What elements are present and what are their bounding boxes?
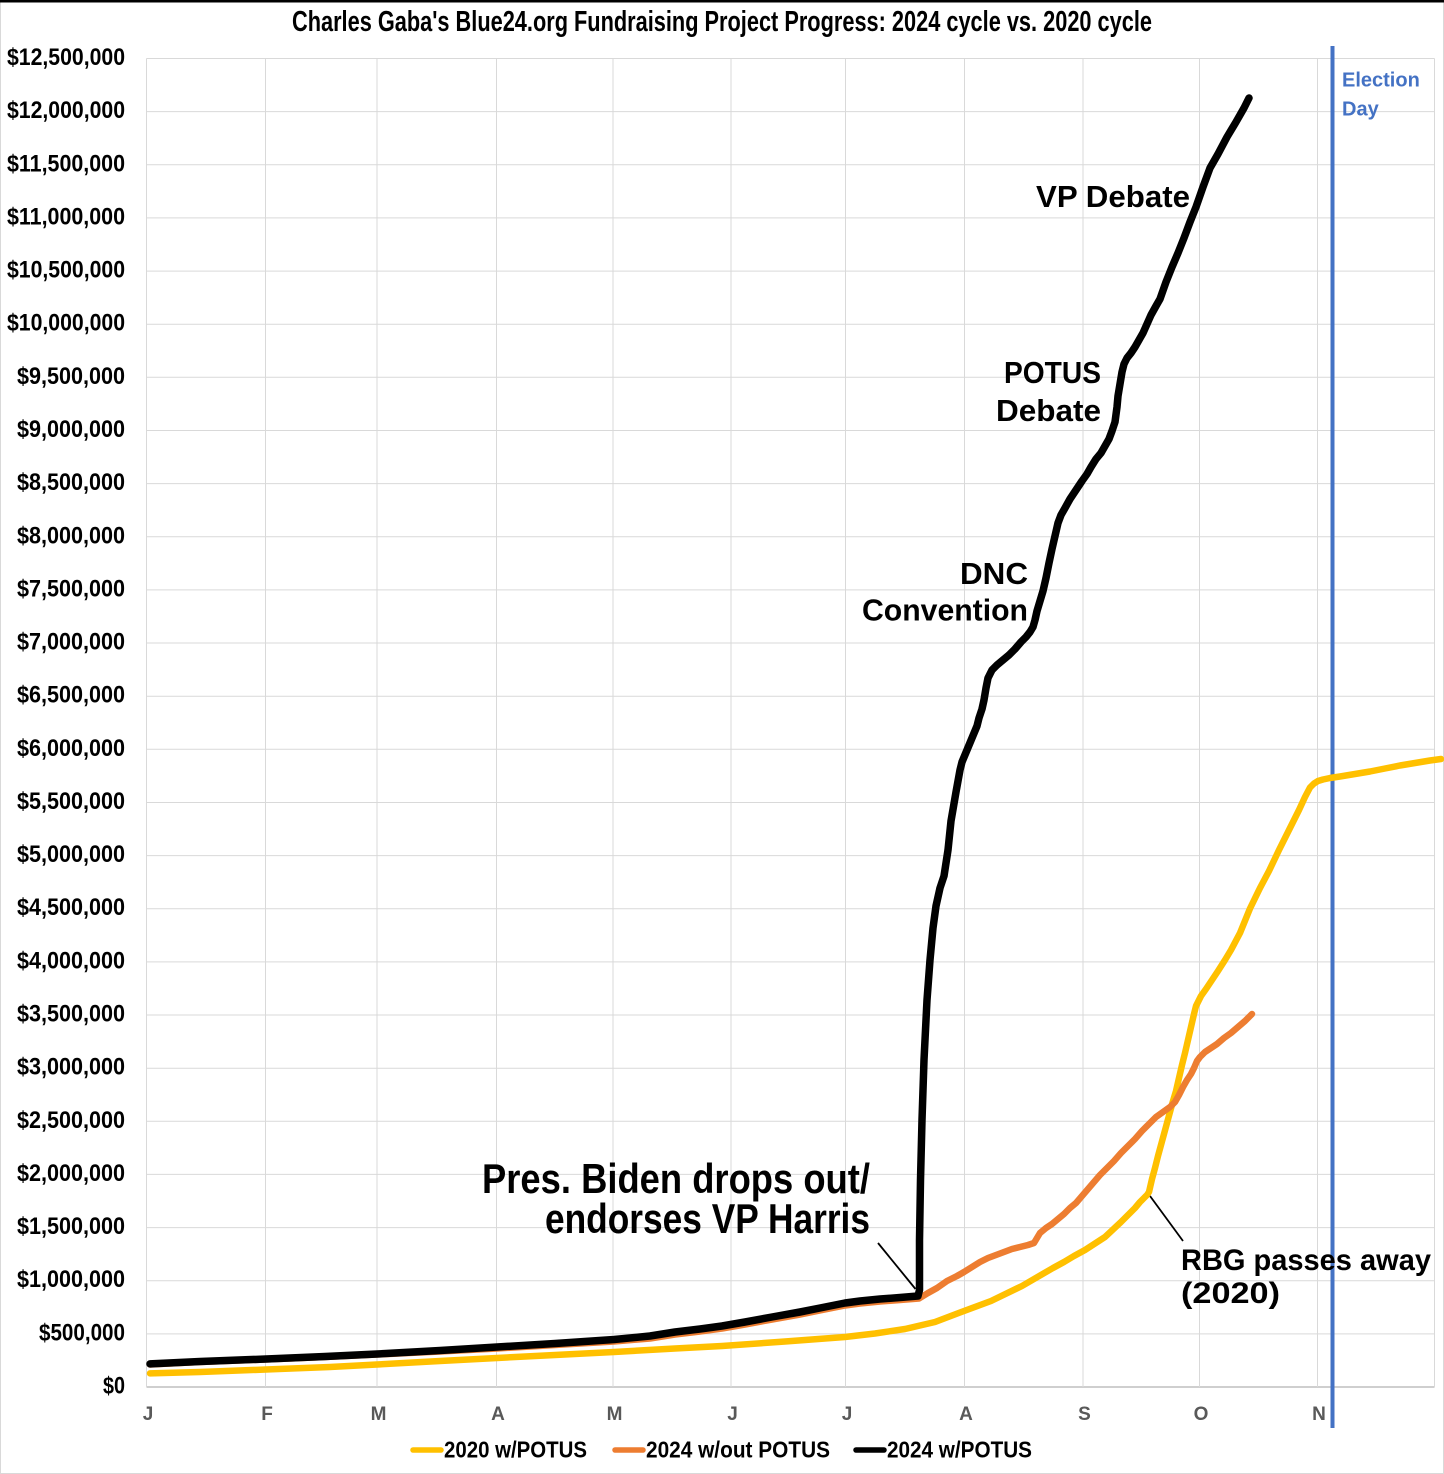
svg-text:$7,500,000: $7,500,000 [17,575,125,602]
svg-text:$4,500,000: $4,500,000 [17,894,125,921]
svg-text:$10,500,000: $10,500,000 [7,257,125,284]
svg-text:$9,500,000: $9,500,000 [17,363,125,390]
svg-text:$3,500,000: $3,500,000 [17,1001,125,1028]
svg-text:$1,500,000: $1,500,000 [17,1213,125,1240]
svg-text:J: J [842,1404,853,1425]
svg-text:A: A [491,1404,505,1425]
svg-text:2024 w/out POTUS: 2024 w/out POTUS [646,1437,830,1463]
svg-text:$5,500,000: $5,500,000 [17,788,125,815]
svg-text:POTUS: POTUS [1004,355,1101,390]
svg-text:$10,000,000: $10,000,000 [7,310,125,337]
svg-text:Day: Day [1342,99,1380,121]
svg-text:J: J [143,1404,154,1425]
svg-text:$7,000,000: $7,000,000 [17,629,125,656]
svg-text:Debate: Debate [996,393,1101,428]
svg-text:$4,000,000: $4,000,000 [17,947,125,974]
svg-text:S: S [1078,1404,1091,1425]
svg-text:$3,000,000: $3,000,000 [17,1054,125,1081]
svg-text:$5,000,000: $5,000,000 [17,841,125,868]
svg-text:N: N [1312,1404,1326,1425]
svg-text:$6,500,000: $6,500,000 [17,682,125,709]
svg-text:Charles Gaba's Blue24.org Fund: Charles Gaba's Blue24.org Fundraising Pr… [292,6,1152,38]
svg-text:$8,000,000: $8,000,000 [17,522,125,549]
svg-text:RBG passes away: RBG passes away [1181,1244,1431,1277]
svg-text:M: M [607,1404,623,1425]
svg-text:Convention: Convention [862,593,1028,628]
svg-text:$12,000,000: $12,000,000 [7,97,125,124]
svg-text:Election: Election [1342,70,1420,92]
svg-text:VP Debate: VP Debate [1036,179,1190,214]
svg-text:$500,000: $500,000 [39,1319,125,1346]
svg-text:$0: $0 [103,1373,125,1400]
svg-text:endorses VP Harris: endorses VP Harris [545,1195,870,1242]
svg-text:A: A [959,1404,973,1425]
svg-text:Pres. Biden drops out/: Pres. Biden drops out/ [482,1155,870,1202]
svg-text:$2,500,000: $2,500,000 [17,1107,125,1134]
svg-text:J: J [727,1404,738,1425]
svg-text:$11,000,000: $11,000,000 [7,203,125,230]
svg-text:2024 w/POTUS: 2024 w/POTUS [887,1437,1032,1463]
svg-text:DNC: DNC [960,556,1028,591]
svg-text:$6,000,000: $6,000,000 [17,735,125,762]
svg-text:2020 w/POTUS: 2020 w/POTUS [444,1437,587,1463]
svg-text:$12,500,000: $12,500,000 [7,44,125,71]
svg-text:(2020): (2020) [1181,1277,1280,1310]
svg-text:$2,000,000: $2,000,000 [17,1160,125,1187]
svg-text:$8,500,000: $8,500,000 [17,469,125,496]
svg-text:$1,000,000: $1,000,000 [17,1266,125,1293]
svg-text:$9,000,000: $9,000,000 [17,416,125,443]
svg-text:$11,500,000: $11,500,000 [7,150,125,177]
svg-text:F: F [261,1404,273,1425]
svg-text:M: M [371,1404,387,1425]
svg-text:O: O [1194,1404,1209,1425]
